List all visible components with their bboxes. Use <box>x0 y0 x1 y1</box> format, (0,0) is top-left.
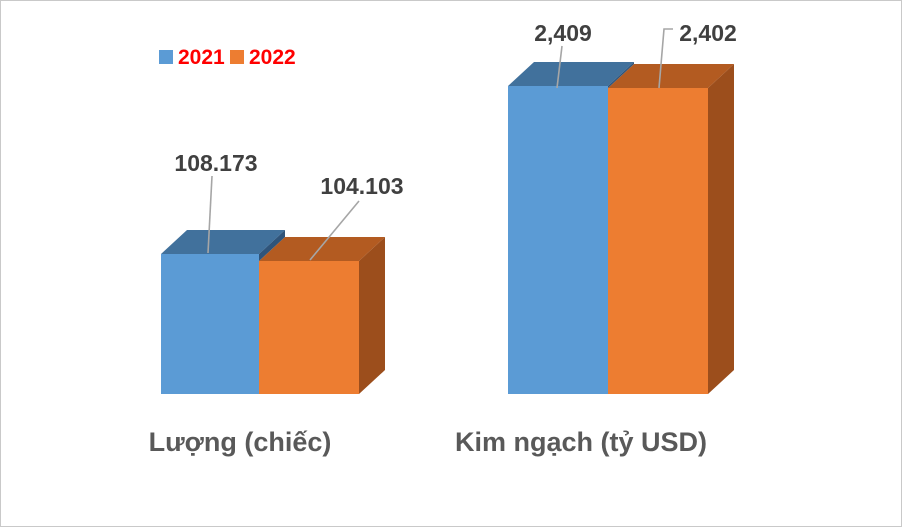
bar-2021-kim-ngach-top-face <box>508 62 634 86</box>
data-labels: 108.173 104.103 2,409 2,402 <box>174 20 736 199</box>
legend-label-2022: 2022 <box>249 46 296 69</box>
category-axis-labels: Lượng (chiếc) Kim ngạch (tỷ USD) <box>149 427 707 457</box>
leader-line-2021-luong <box>207 175 213 254</box>
legend: 2021 2022 <box>159 46 296 69</box>
bar-2021-luong-front-face <box>161 254 259 394</box>
bar-2022-luong-side-face <box>359 237 385 394</box>
bar-group-kim-ngach <box>508 62 734 394</box>
leader-line-2022-luong <box>309 200 360 261</box>
legend-swatch-2021 <box>159 50 173 64</box>
bar-2021-luong-top-face <box>161 230 285 254</box>
leader-lines <box>207 28 673 261</box>
leader-line-2021-kim-ngach <box>556 45 563 89</box>
legend-swatch-2022 <box>230 50 244 64</box>
bar-2022-luong-top-face <box>259 237 385 261</box>
bar-2022-kim-ngach-side-face <box>708 64 734 394</box>
legend-label-2021: 2021 <box>178 46 225 69</box>
data-label-2022-luong: 104.103 <box>320 173 403 199</box>
bar-2021-kim-ngach-edge-face <box>608 62 634 88</box>
bar-group-luong <box>161 230 385 394</box>
data-label-2021-luong: 108.173 <box>174 150 257 176</box>
category-label-luong: Lượng (chiếc) <box>149 427 332 457</box>
bar-2022-luong-front-face <box>259 261 359 394</box>
category-label-kim-ngach: Kim ngạch (tỷ USD) <box>455 427 707 457</box>
data-label-2021-kim-ngach: 2,409 <box>534 20 592 46</box>
bar-2021-kim-ngach-front-face <box>508 86 608 394</box>
bar-2022-kim-ngach-top-face <box>608 64 734 88</box>
leader-line-2022-kim-ngach <box>658 28 673 89</box>
bar-2022-kim-ngach-front-face <box>608 88 708 394</box>
data-label-2022-kim-ngach: 2,402 <box>679 20 737 46</box>
bar-2021-luong-edge-face <box>259 230 285 261</box>
